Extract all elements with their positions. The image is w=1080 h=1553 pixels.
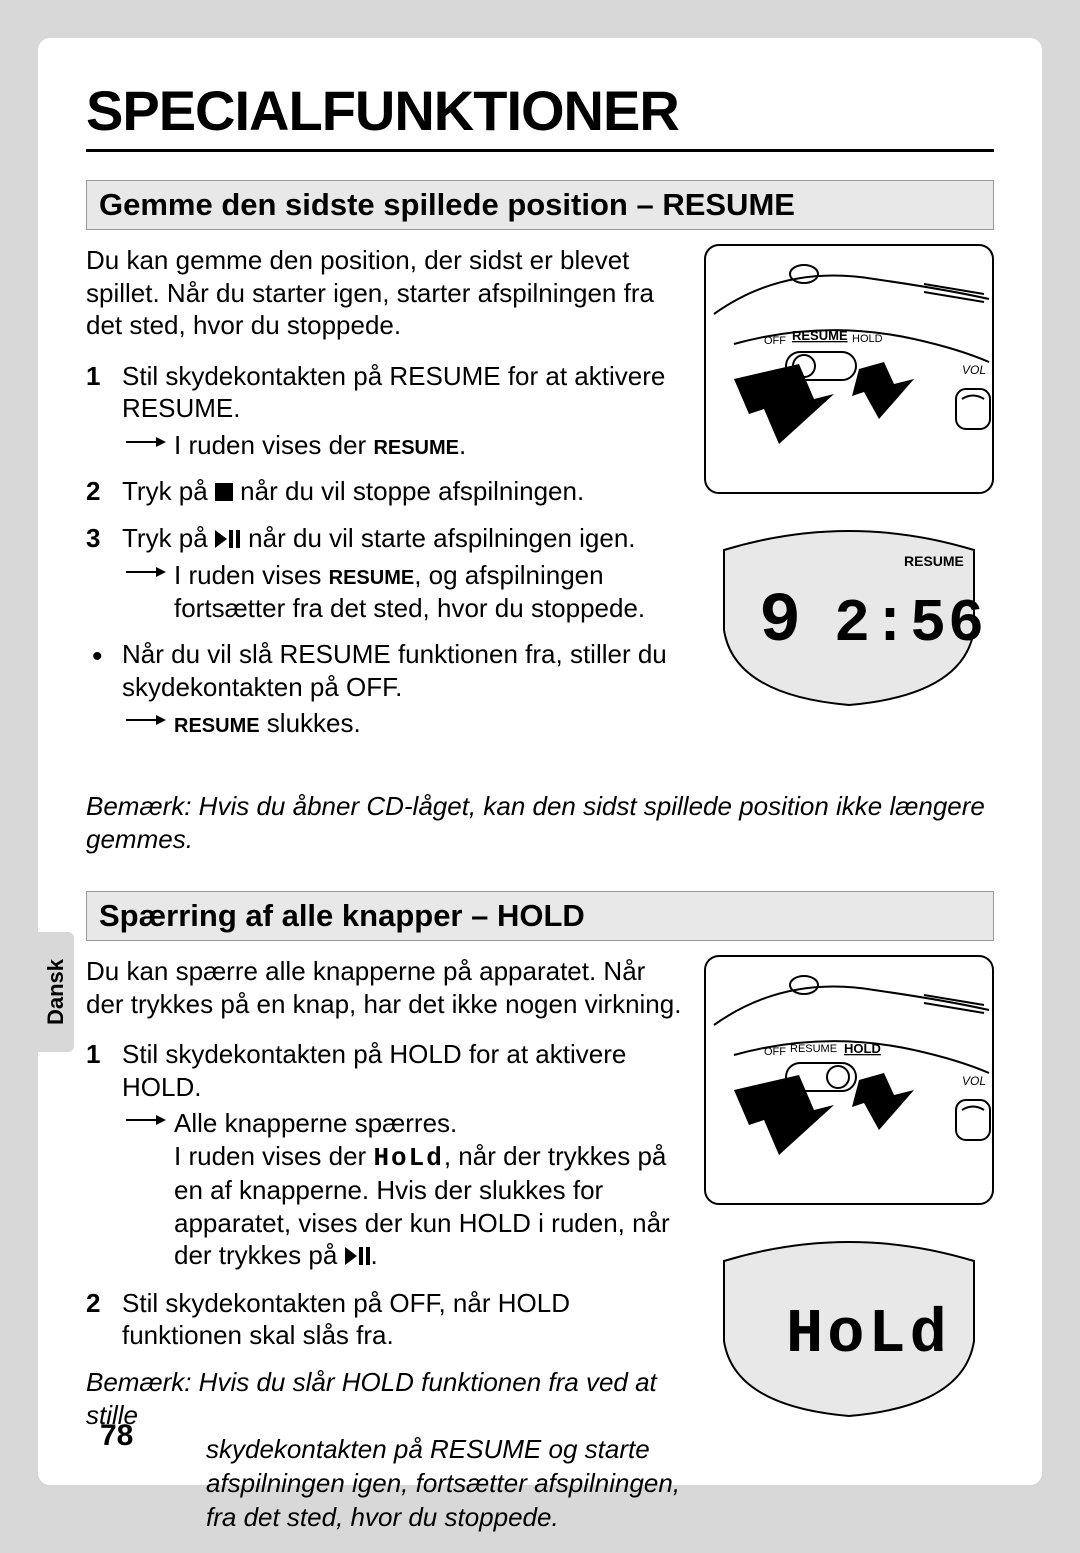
step-1: 1 Stil skydekontakten på RESUME for at a… — [86, 360, 684, 462]
svg-text:RESUME: RESUME — [792, 328, 848, 343]
step-3: 3 Tryk på når du vil starte afspilningen… — [86, 522, 684, 625]
step-2: 2 Tryk på når du vil stoppe afspilningen… — [86, 475, 684, 508]
bullet-result: RESUME slukkes. — [122, 707, 684, 740]
step-number: 2 — [86, 1287, 100, 1320]
arrow-icon — [126, 565, 166, 579]
svg-text:HoLd: HoLd — [786, 1299, 951, 1370]
bullet-icon: • — [92, 638, 103, 676]
svg-text:9: 9 — [759, 583, 803, 662]
intro-paragraph: Du kan spærre alle knapperne på apparate… — [86, 955, 684, 1020]
svg-text:RESUME: RESUME — [790, 1043, 837, 1055]
stop-icon — [215, 483, 233, 501]
section-resume-figures: OFF RESUME HOLD VOL RESUME 9 2:56 — [704, 244, 994, 754]
step-number: 1 — [86, 1038, 100, 1071]
steps-list: 1 Stil skydekontakten på HOLD for at akt… — [86, 1038, 684, 1352]
svg-text:OFF: OFF — [764, 335, 786, 347]
section-header-hold: Spærring af alle knapper – HOLD — [86, 891, 994, 941]
lcd-illustration-resume: RESUME 9 2:56 — [704, 520, 994, 710]
page-number: 78 — [100, 1419, 133, 1453]
section-resume-content: Du kan gemme den position, der sidst er … — [86, 244, 994, 754]
device-illustration-resume: OFF RESUME HOLD VOL — [704, 244, 994, 494]
page-title: SPECIALFUNKTIONER — [86, 78, 994, 152]
svg-text:OFF: OFF — [764, 1046, 786, 1058]
step-result: Alle knapperne spærres. I ruden vises de… — [122, 1107, 684, 1273]
section-header-resume: Gemme den sidste spillede position – RES… — [86, 180, 994, 230]
svg-text:VOL: VOL — [962, 1074, 986, 1088]
bullet-off: • Når du vil slå RESUME funktionen fra, … — [86, 638, 684, 740]
svg-text:2:56: 2:56 — [834, 591, 986, 659]
note-resume: Bemærk: Hvis du åbner CD-låget, kan den … — [86, 790, 994, 858]
svg-text:HOLD: HOLD — [844, 1041, 881, 1056]
intro-paragraph: Du kan gemme den position, der sidst er … — [86, 244, 684, 342]
language-tab: Dansk — [38, 932, 74, 1052]
step-result: I ruden vises der RESUME. — [122, 429, 684, 462]
play-pause-icon — [345, 1240, 371, 1273]
arrow-icon — [126, 713, 166, 727]
steps-list: 1 Stil skydekontakten på RESUME for at a… — [86, 360, 684, 740]
step-number: 1 — [86, 360, 100, 393]
language-label: Dansk — [43, 959, 69, 1025]
step-result: I ruden vises RESUME, og afspilningen fo… — [122, 559, 684, 624]
step-2: 2 Stil skydekontakten på OFF, når HOLD f… — [86, 1287, 684, 1352]
arrow-icon — [126, 435, 166, 449]
step-number: 3 — [86, 522, 100, 555]
section-hold-text: Du kan spærre alle knapperne på apparate… — [86, 955, 684, 1552]
svg-text:RESUME: RESUME — [904, 553, 964, 569]
play-pause-icon — [215, 523, 241, 556]
section-hold-figures: OFF RESUME HOLD VOL HoLd — [704, 955, 994, 1552]
section-hold-content: Du kan spærre alle knapperne på apparate… — [86, 955, 994, 1552]
svg-text:HOLD: HOLD — [852, 333, 883, 345]
section-resume-text: Du kan gemme den position, der sidst er … — [86, 244, 684, 754]
note-hold: Bemærk: Hvis du slår HOLD funktionen fra… — [86, 1366, 684, 1535]
step-text: Stil skydekontakten på RESUME for at akt… — [122, 361, 665, 424]
arrow-icon — [126, 1113, 166, 1127]
device-illustration-hold: OFF RESUME HOLD VOL — [704, 955, 994, 1205]
svg-text:VOL: VOL — [962, 363, 986, 377]
step-number: 2 — [86, 475, 100, 508]
lcd-illustration-hold: HoLd — [704, 1231, 994, 1421]
step-1: 1 Stil skydekontakten på HOLD for at akt… — [86, 1038, 684, 1273]
manual-page: SPECIALFUNKTIONER Gemme den sidste spill… — [38, 38, 1042, 1485]
